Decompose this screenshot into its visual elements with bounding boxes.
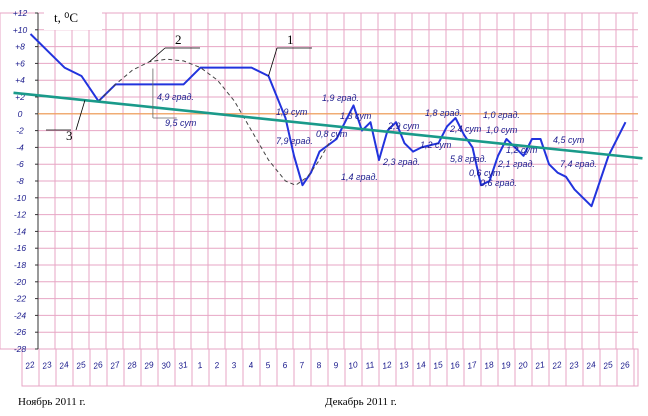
x-tick-label: 31 [177,359,189,371]
annotation-label: 2,3 град. [382,157,420,167]
x-tick-label: 21 [533,359,546,371]
y-tick-label: -18 [14,260,27,270]
series-1-leader [268,47,278,77]
x-tick-label: 13 [398,359,410,371]
x-tick-label: 27 [108,359,121,371]
x-tick-label: 4 [248,360,255,371]
x-tick-label: 1 [197,360,204,371]
annotation-label: 7,9 град. [276,136,313,146]
x-tick-label: 26 [91,359,104,371]
annotation-label: 0,6 сут [469,168,501,178]
annotation-label: 4,9 град. [157,92,194,102]
x-tick-label: 20 [516,359,529,371]
annotation-label: 1,2 сут [506,145,538,155]
annotation-label: 2,4 сут [449,124,482,134]
annotation-label: 9,5 сут [165,118,197,128]
x-tick-label: 19 [500,359,512,371]
x-tick-label: 16 [449,359,461,371]
annotation-label: 1,3 сут [340,111,372,121]
y-tick-label: -4 [16,142,24,152]
y-tick-label: +12 [13,8,28,18]
x-tick-label: 23 [40,359,53,371]
annotation-label: 4,5 сут [553,135,585,145]
y-tick-label: -16 [14,243,27,253]
annotation-label: 1,8 град. [425,108,462,118]
series-3-line [13,91,643,160]
y-tick-label: -8 [16,176,24,186]
x-tick-label: 22 [550,359,563,371]
month-label-december: Декабрь 2011 г. [325,396,397,408]
series-2-callout: 2 [175,32,182,47]
x-tick-label: 29 [142,359,155,371]
y-tick-label: -22 [14,294,27,304]
x-tick-label: 9 [333,360,340,371]
y-axis-label: t, ⁰C [54,10,78,25]
annotation-label: 1,9 град. [322,93,359,103]
annotation-label: 0,8 сут [316,129,348,139]
y-tick-label: -28 [14,344,27,354]
x-tick-label: 17 [466,359,478,371]
annotation-label: 7,4 град. [560,159,597,169]
y-tick-label: 0 [18,109,23,119]
y-tick-label: +6 [15,58,25,68]
series-2-leader [149,47,166,63]
annotation-label: 1,0 сут [486,125,518,135]
x-tick-label: 5 [265,360,272,371]
annotation-label: 0,6 град. [480,178,517,188]
y-tick-label: -12 [14,210,27,220]
x-tick-label: 12 [381,359,393,371]
x-tick-label: 7 [299,360,306,371]
x-tick-label: 25 [74,359,87,371]
y-tick-label: +2 [15,92,25,102]
x-tick-label: 6 [282,360,289,371]
y-tick-label: -26 [14,327,27,337]
series-3-leader [75,100,86,131]
x-tick-label: 10 [347,359,359,371]
x-tick-label: 24 [584,359,597,371]
x-tick-label: 8 [316,360,323,371]
y-tick-label: +4 [15,75,25,85]
x-tick-label: 14 [415,359,427,371]
x-tick-label: 25 [601,359,614,371]
annotation-label: 1,9 сут [276,107,308,117]
x-tick-label: 11 [365,359,376,371]
x-tick-label: 15 [432,359,444,371]
series-3-callout: 3 [66,128,73,143]
y-tick-label: -6 [16,159,24,169]
month-label-november: Ноябрь 2011 г. [18,396,86,408]
y-tick-label: +10 [13,25,28,35]
y-tick-label: -24 [14,310,27,320]
annotation-label: 1,4 град. [341,172,378,182]
x-tick-label: 30 [160,359,172,371]
y-tick-label: -20 [14,277,27,287]
ylabel-box [44,0,102,30]
y-tick-label: -14 [14,226,27,236]
series-1-line [29,33,627,208]
x-tick-label: 24 [57,359,70,371]
annotation-label: 2,1 град. [497,159,535,169]
annotation-label: 2,9 сут [387,121,420,131]
x-tick-label: 18 [483,359,495,371]
series-1-callout: 1 [287,32,294,47]
y-tick-label: -2 [16,126,24,136]
x-tick-label: 28 [125,359,138,371]
x-tick-label: 22 [23,359,36,371]
y-tick-label: -10 [14,193,27,203]
x-tick-label: 3 [231,360,238,371]
x-tick-label: 2 [213,360,221,371]
y-tick-label: +8 [15,42,25,52]
x-tick-label: 23 [567,359,580,371]
annotation-label: 5,8 град. [450,154,487,164]
annotation-label: 1,2 сут [420,140,452,150]
annotation-label: 1,0 град. [483,110,520,120]
x-tick-label: 26 [618,359,631,371]
